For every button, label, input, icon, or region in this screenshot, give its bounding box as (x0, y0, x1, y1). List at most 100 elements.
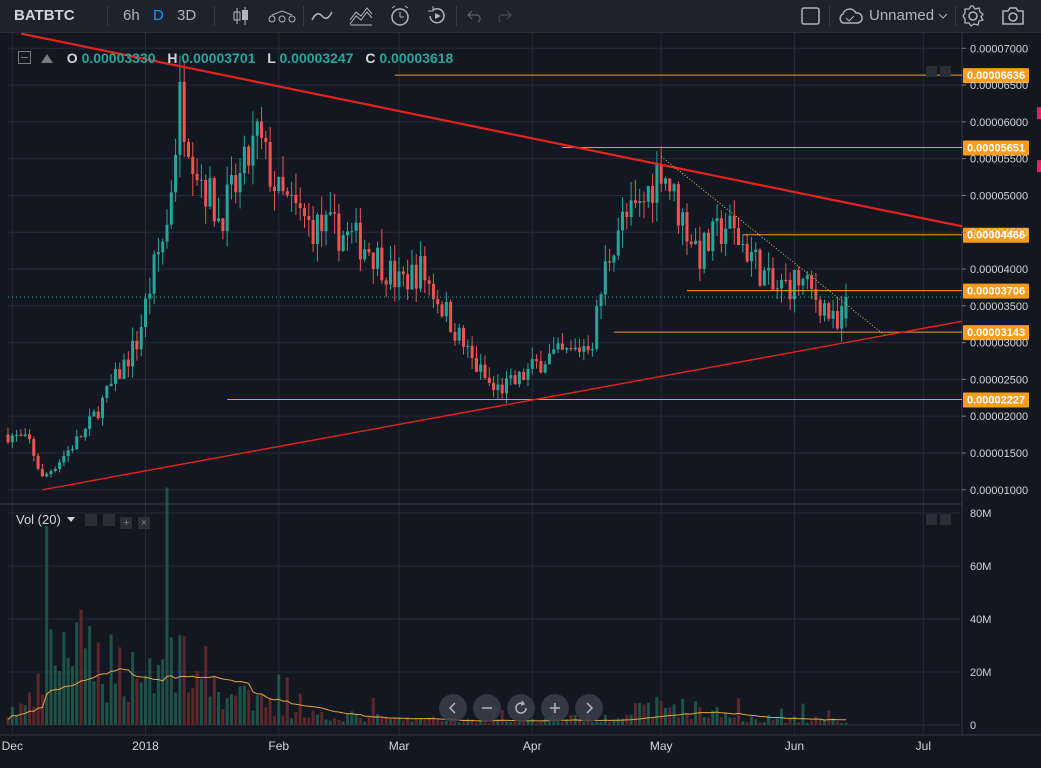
volume-bar (40, 694, 44, 725)
settings-small-icon[interactable] (102, 514, 115, 526)
volume-bar (23, 705, 27, 725)
high-value: 0.00003701 (181, 50, 256, 66)
candle-body (517, 371, 521, 385)
candle-body (199, 179, 203, 181)
candle-body (603, 261, 607, 295)
volume-bar (711, 710, 715, 725)
alert-icon[interactable] (389, 5, 411, 37)
volume-bar (543, 718, 547, 725)
candle-body (767, 268, 771, 271)
candle-body (423, 256, 427, 281)
chevron-left-icon (448, 702, 456, 714)
volume-bar (672, 704, 676, 725)
volume-bar (79, 609, 83, 725)
collapse-legend-icon[interactable] (18, 51, 31, 64)
toolbar-divider (829, 6, 830, 26)
volume-bar (131, 651, 135, 725)
price-chart[interactable]: 0.00007000 0.00006500 0.00006000 0.00005500… (0, 33, 1041, 768)
candle-body (706, 232, 710, 252)
candle-body (689, 241, 693, 245)
candle-body (810, 275, 814, 289)
close-icon[interactable]: × (137, 517, 150, 529)
reset-chart-button[interactable] (507, 694, 535, 722)
scroll-left-button[interactable] (439, 694, 467, 722)
volume-bar (315, 714, 319, 725)
scroll-right-button[interactable] (575, 694, 603, 722)
volume-bar (715, 706, 719, 725)
layout-name-button[interactable]: Unnamed (869, 7, 935, 24)
templates-icon[interactable] (349, 6, 373, 38)
candle-body (663, 178, 667, 184)
candle-body (599, 294, 603, 307)
volume-bar (49, 629, 53, 725)
interval-3d-button[interactable]: 3D (177, 7, 197, 24)
volume-bar (616, 718, 620, 725)
price-tick-label: 0.00001500 (970, 448, 1028, 460)
interval-6h-button[interactable]: 6h (123, 7, 140, 24)
volume-bar (642, 704, 646, 725)
candle-body (397, 271, 401, 287)
toolbar-divider (456, 6, 457, 26)
candle-body (234, 175, 238, 193)
zoom-in-button[interactable] (541, 694, 569, 722)
volume-tick-label: 80M (970, 508, 991, 520)
fullscreen-icon[interactable] (801, 7, 821, 39)
zoom-out-button[interactable] (473, 694, 501, 722)
ohlc-legend: O 0.00003330 H 0.00003701 L 0.00003247 C… (18, 50, 453, 66)
eye-icon[interactable] (85, 514, 98, 526)
candle-body (728, 215, 732, 229)
level-price-tag (963, 140, 1029, 156)
candle-body (582, 346, 586, 352)
volume-legend[interactable]: Vol (20) + × (16, 512, 150, 529)
candle-body (131, 340, 135, 367)
settings-icon[interactable] (962, 5, 984, 37)
interval-d-button[interactable]: D (153, 7, 164, 24)
camera-icon[interactable] (1001, 6, 1025, 38)
volume-bar (337, 719, 341, 725)
cloud-icon[interactable] (837, 8, 863, 40)
compare-icon[interactable] (268, 7, 296, 39)
indicators-icon[interactable] (311, 8, 333, 40)
pane-down-icon[interactable] (940, 66, 951, 77)
volume-bar (462, 719, 466, 725)
price-tick-label: 0.00004000 (970, 264, 1028, 276)
candle-body (139, 326, 143, 350)
caret-down-icon[interactable] (67, 517, 76, 522)
pane-up-icon[interactable] (926, 66, 937, 77)
undo-icon[interactable] (466, 9, 484, 41)
volume-bar (45, 525, 49, 725)
candle-body (105, 386, 109, 398)
candle-body (182, 81, 186, 142)
candle-body (401, 271, 405, 275)
replay-icon[interactable] (426, 5, 448, 37)
candles-icon[interactable] (231, 6, 251, 38)
candle-body (169, 192, 173, 225)
volume-bar (182, 636, 186, 725)
volume-bar (208, 696, 212, 725)
candle-body (6, 434, 10, 443)
volume-pane-maximize-icon[interactable] (940, 514, 951, 525)
volume-bar (58, 671, 62, 725)
volume-bar (298, 693, 302, 725)
candle-body (698, 240, 702, 269)
volume-pane-up-icon[interactable] (926, 514, 937, 525)
volume-bar (311, 710, 315, 725)
candle-body (83, 428, 87, 438)
price-tick-label: 0.00002500 (970, 374, 1028, 386)
redo-icon[interactable] (495, 9, 513, 41)
volume-bar (844, 722, 848, 725)
volume-bar (135, 678, 139, 725)
add-icon[interactable]: + (120, 517, 133, 529)
symbol-search-button[interactable]: BATBTC (14, 7, 75, 24)
volume-bar (234, 695, 238, 725)
candle-body (543, 364, 547, 373)
visibility-icon[interactable] (40, 54, 53, 63)
candle-body (268, 142, 272, 187)
chevron-down-icon[interactable] (938, 13, 948, 45)
volume-bar (423, 719, 427, 725)
candle-body (784, 279, 788, 281)
candle-body (311, 220, 315, 245)
volume-bar (822, 719, 826, 725)
level-price-tag (963, 68, 1029, 84)
candle-body (212, 178, 216, 222)
